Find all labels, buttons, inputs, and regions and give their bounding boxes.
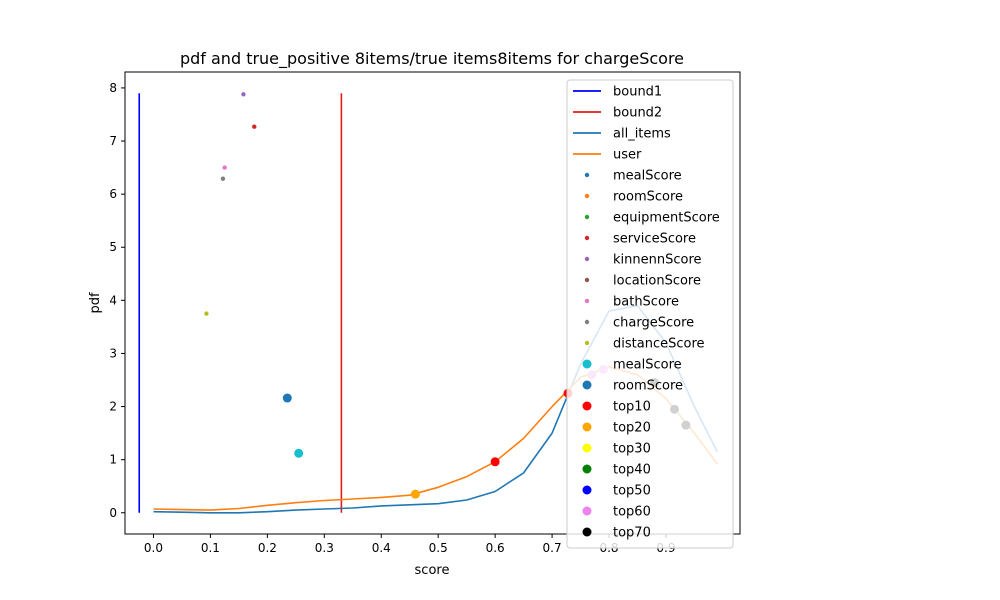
- legend-item: all_items: [573, 127, 671, 142]
- y-tick-label: 6: [109, 187, 117, 201]
- legend-swatch: [584, 214, 590, 220]
- y-tick-label: 7: [109, 134, 117, 148]
- mealScore-point: [294, 448, 304, 458]
- legend-swatch: [582, 422, 592, 432]
- x-tick-label: 0.1: [201, 541, 220, 555]
- legend-item: chargeScore: [584, 316, 694, 331]
- legend-item: top70: [582, 526, 651, 541]
- legend-item: bound2: [573, 106, 662, 121]
- legend-swatch: [584, 172, 590, 178]
- legend-item: locationScore: [584, 274, 701, 289]
- legend-swatch: [582, 443, 592, 453]
- legend-item: bathScore: [584, 295, 679, 310]
- legend-swatch: [584, 319, 590, 325]
- legend-swatch: [582, 527, 592, 537]
- legend-item: top10: [582, 400, 651, 415]
- y-axis: 0 1 2 3 4 5 6 7 8: [109, 81, 125, 520]
- legend-item: top30: [582, 442, 651, 457]
- legend-label: kinnennScore: [613, 253, 702, 268]
- roomScore-point: [282, 393, 292, 403]
- chart-title: pdf and true_positive 8items/true items8…: [180, 49, 684, 69]
- chargeScore-point: [220, 176, 226, 181]
- legend-swatch: [584, 235, 590, 241]
- x-tick-label: 0.7: [543, 541, 562, 555]
- y-tick-label: 4: [109, 293, 117, 307]
- legend-label: user: [613, 148, 642, 163]
- top10-point: [490, 457, 500, 467]
- legend-label: chargeScore: [613, 316, 694, 331]
- legend-item: user: [573, 148, 642, 163]
- legend-swatch: [584, 298, 590, 304]
- legend-label: bathScore: [613, 295, 679, 310]
- legend-label: mealScore: [613, 169, 682, 184]
- legend-swatch: [582, 380, 592, 390]
- legend-item: equipmentScore: [584, 211, 720, 226]
- legend-label: roomScore: [613, 190, 683, 205]
- legend-item: serviceScore: [584, 232, 696, 247]
- legend-item: top20: [582, 421, 651, 436]
- kinnennScore-point: [241, 92, 246, 97]
- legend-item: distanceScore: [584, 337, 705, 352]
- x-tick-label: 0.3: [315, 541, 334, 555]
- legend-swatch: [584, 256, 590, 262]
- distanceScore-point: [204, 311, 209, 316]
- legend-item: kinnennScore: [584, 253, 702, 268]
- legend-swatch: [582, 506, 592, 516]
- legend-item: top60: [582, 505, 651, 520]
- legend-swatch: [582, 485, 592, 495]
- legend-label: top50: [613, 484, 651, 499]
- legend-label: top70: [613, 526, 651, 541]
- x-axis-label: score: [415, 563, 450, 578]
- legend-label: top40: [613, 463, 651, 478]
- legend-label: top60: [613, 505, 651, 520]
- legend-swatch: [582, 401, 592, 411]
- legend-label: bound2: [613, 106, 662, 121]
- x-tick-label: 0.4: [372, 541, 391, 555]
- legend-label: roomScore: [613, 379, 683, 394]
- x-tick-label: 0.0: [144, 541, 163, 555]
- legend-label: distanceScore: [613, 337, 705, 352]
- legend-item: top50: [582, 484, 651, 499]
- y-tick-label: 3: [109, 346, 117, 360]
- legend-item: mealScore: [582, 358, 682, 373]
- top20-point: [410, 489, 420, 499]
- legend-label: top30: [613, 442, 651, 457]
- legend-item: top40: [582, 463, 651, 478]
- legend-item: bound1: [573, 85, 662, 100]
- y-tick-label: 0: [109, 506, 117, 520]
- y-axis-label: pdf: [88, 292, 103, 314]
- legend-item: roomScore: [584, 190, 683, 205]
- bathScore-point: [222, 165, 227, 170]
- legend-label: mealScore: [613, 358, 682, 373]
- legend-label: all_items: [613, 127, 671, 142]
- x-tick-label: 0.2: [258, 541, 277, 555]
- legend-label: equipmentScore: [613, 211, 720, 226]
- y-tick-label: 1: [109, 453, 117, 467]
- legend-label: locationScore: [613, 274, 701, 289]
- legend-swatch: [584, 277, 590, 283]
- legend-item: mealScore: [584, 169, 682, 184]
- y-tick-label: 8: [109, 81, 117, 95]
- legend-swatch: [582, 359, 592, 369]
- legend-swatch: [584, 193, 590, 199]
- legend-item: roomScore: [582, 379, 683, 394]
- x-tick-label: 0.5: [429, 541, 448, 555]
- plot-frame: [124, 71, 741, 535]
- legend-swatch: [582, 464, 592, 474]
- legend-swatch: [584, 340, 590, 346]
- legend-label: top10: [613, 400, 651, 415]
- legend-label: bound1: [613, 85, 662, 100]
- x-tick-label: 0.6: [486, 541, 505, 555]
- y-tick-label: 2: [109, 400, 117, 414]
- y-tick-label: 5: [109, 240, 117, 254]
- legend-box: [566, 79, 734, 549]
- serviceScore-point: [252, 124, 257, 129]
- legend-label: serviceScore: [613, 232, 696, 247]
- legend-label: top20: [613, 421, 651, 436]
